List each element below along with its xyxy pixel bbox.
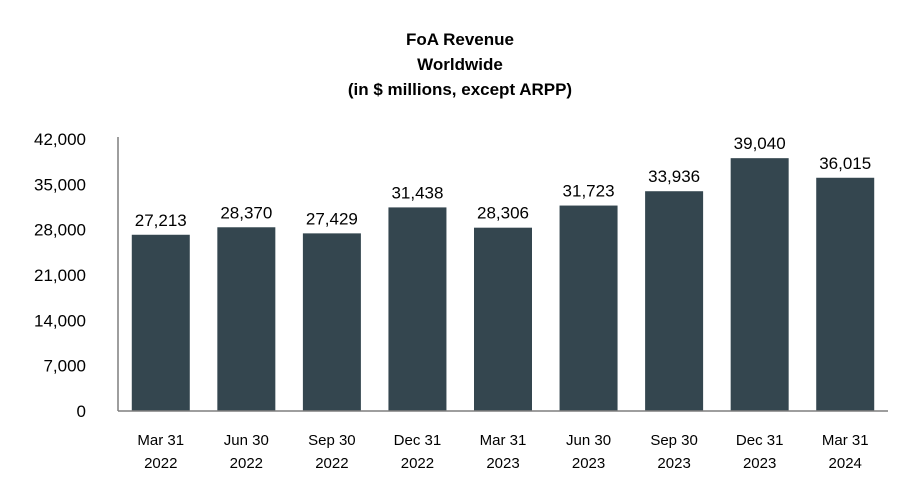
chart-title-line-2: Worldwide (417, 55, 503, 74)
bar (730, 158, 789, 411)
x-tick-label: 2022 (315, 455, 348, 472)
x-tick-label: Mar 31 (137, 432, 184, 449)
x-tick-label: 2022 (230, 455, 263, 472)
x-tick-label: Jun 30 (566, 432, 611, 449)
x-tick-label: 2023 (743, 455, 776, 472)
data-label: 39,040 (734, 134, 786, 153)
x-tick-label: Mar 31 (480, 432, 527, 449)
data-label: 33,936 (648, 167, 700, 186)
x-tick-label: Sep 30 (308, 432, 356, 449)
y-tick-label: 7,000 (43, 357, 86, 376)
chart-title-line-3: (in $ millions, except ARPP) (347, 80, 573, 99)
x-tick-label: Sep 30 (650, 432, 698, 449)
bar (645, 191, 704, 411)
y-tick-label: 21,000 (34, 266, 86, 285)
x-tick-label: Dec 31 (394, 432, 442, 449)
x-tick-label: Dec 31 (736, 432, 784, 449)
x-tick-label: 2023 (486, 455, 519, 472)
x-tick-label: Jun 30 (224, 432, 269, 449)
y-tick-label: 0 (77, 402, 86, 421)
bar (302, 233, 361, 411)
x-tick-label: 2022 (401, 455, 434, 472)
chart-title-line-1: FoA Revenue (405, 30, 514, 49)
bar (217, 227, 276, 411)
y-tick-label: 14,000 (34, 311, 86, 330)
x-tick-label: 2024 (829, 455, 862, 472)
bar (816, 177, 875, 411)
data-label: 28,306 (477, 204, 529, 223)
y-tick-label: 35,000 (34, 175, 86, 194)
bar (474, 227, 532, 411)
y-tick-label: 28,000 (34, 221, 86, 240)
bar (388, 207, 447, 411)
data-label: 28,370 (220, 203, 272, 222)
x-tick-label: 2023 (657, 455, 690, 472)
data-label: 27,213 (135, 211, 187, 230)
x-tick-label: 2022 (144, 455, 177, 472)
bar (131, 234, 190, 411)
x-tick-label: Mar 31 (822, 432, 869, 449)
y-tick-label: 42,000 (34, 130, 86, 149)
x-tick-label: 2023 (572, 455, 605, 472)
data-label: 31,438 (391, 183, 443, 202)
data-label: 27,429 (306, 209, 358, 228)
data-label: 36,015 (819, 154, 871, 173)
data-label: 31,723 (563, 182, 615, 201)
bar (559, 205, 618, 411)
